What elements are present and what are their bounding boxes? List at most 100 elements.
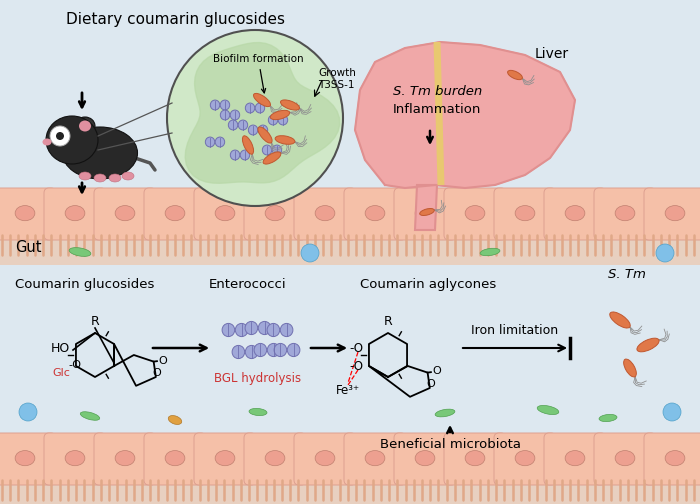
Ellipse shape xyxy=(222,324,235,337)
Ellipse shape xyxy=(665,451,685,466)
Text: Enterococci: Enterococci xyxy=(209,278,287,291)
Ellipse shape xyxy=(315,206,335,221)
Ellipse shape xyxy=(210,100,220,110)
Ellipse shape xyxy=(245,345,258,359)
FancyBboxPatch shape xyxy=(44,188,106,240)
Text: Gut: Gut xyxy=(15,240,41,256)
Ellipse shape xyxy=(420,209,434,216)
FancyBboxPatch shape xyxy=(394,433,456,485)
Text: Beneficial microbiota: Beneficial microbiota xyxy=(379,438,521,451)
Ellipse shape xyxy=(270,110,290,119)
Polygon shape xyxy=(186,42,340,183)
Ellipse shape xyxy=(249,408,267,416)
Ellipse shape xyxy=(15,451,35,466)
Ellipse shape xyxy=(43,139,52,146)
FancyBboxPatch shape xyxy=(644,433,700,485)
Ellipse shape xyxy=(122,172,134,180)
Text: O: O xyxy=(153,367,161,377)
FancyBboxPatch shape xyxy=(344,188,406,240)
Ellipse shape xyxy=(205,137,215,147)
FancyBboxPatch shape xyxy=(494,188,556,240)
Polygon shape xyxy=(415,185,437,230)
Ellipse shape xyxy=(278,115,288,125)
FancyBboxPatch shape xyxy=(294,433,356,485)
Text: S. Tm burden: S. Tm burden xyxy=(393,85,482,98)
FancyBboxPatch shape xyxy=(194,433,256,485)
Ellipse shape xyxy=(238,120,248,130)
Ellipse shape xyxy=(46,116,98,164)
Ellipse shape xyxy=(480,248,500,256)
Ellipse shape xyxy=(215,137,225,147)
Text: BGL hydrolysis: BGL hydrolysis xyxy=(214,372,302,385)
Ellipse shape xyxy=(245,103,255,113)
FancyBboxPatch shape xyxy=(444,188,506,240)
FancyBboxPatch shape xyxy=(194,188,256,240)
Ellipse shape xyxy=(637,338,659,352)
FancyBboxPatch shape xyxy=(544,433,606,485)
Ellipse shape xyxy=(69,247,91,257)
FancyBboxPatch shape xyxy=(494,433,556,485)
Ellipse shape xyxy=(220,100,230,110)
Ellipse shape xyxy=(258,322,271,335)
Ellipse shape xyxy=(281,100,300,110)
Text: Inflammation: Inflammation xyxy=(393,103,482,116)
Ellipse shape xyxy=(94,174,106,182)
Text: Fe³⁺: Fe³⁺ xyxy=(336,384,360,397)
FancyBboxPatch shape xyxy=(594,433,656,485)
FancyBboxPatch shape xyxy=(644,188,700,240)
Ellipse shape xyxy=(109,174,121,182)
FancyBboxPatch shape xyxy=(544,188,606,240)
Text: -O: -O xyxy=(349,360,363,373)
FancyBboxPatch shape xyxy=(344,433,406,485)
Circle shape xyxy=(663,403,681,421)
Ellipse shape xyxy=(615,451,635,466)
Ellipse shape xyxy=(215,206,235,221)
Circle shape xyxy=(301,244,319,262)
Ellipse shape xyxy=(435,409,455,417)
Bar xyxy=(0,195,700,265)
Ellipse shape xyxy=(465,206,485,221)
Ellipse shape xyxy=(263,152,281,164)
Ellipse shape xyxy=(65,206,85,221)
Ellipse shape xyxy=(258,127,272,143)
Circle shape xyxy=(56,132,64,140)
FancyBboxPatch shape xyxy=(444,433,506,485)
Ellipse shape xyxy=(515,451,535,466)
Ellipse shape xyxy=(230,150,240,160)
Bar xyxy=(0,435,700,504)
Ellipse shape xyxy=(215,451,235,466)
Ellipse shape xyxy=(79,172,91,180)
Ellipse shape xyxy=(275,136,295,144)
Circle shape xyxy=(656,244,674,262)
Ellipse shape xyxy=(262,145,272,155)
Ellipse shape xyxy=(165,206,185,221)
FancyBboxPatch shape xyxy=(244,433,306,485)
Ellipse shape xyxy=(232,345,245,359)
Ellipse shape xyxy=(75,117,95,135)
Ellipse shape xyxy=(168,415,182,424)
Text: Coumarin glucosides: Coumarin glucosides xyxy=(15,278,155,291)
Ellipse shape xyxy=(267,343,280,357)
Ellipse shape xyxy=(79,120,91,132)
Text: R: R xyxy=(90,315,99,328)
Ellipse shape xyxy=(565,451,585,466)
Ellipse shape xyxy=(415,206,435,221)
FancyBboxPatch shape xyxy=(94,188,156,240)
Circle shape xyxy=(50,126,70,146)
Ellipse shape xyxy=(115,206,135,221)
Polygon shape xyxy=(355,42,575,188)
Ellipse shape xyxy=(258,125,267,135)
Circle shape xyxy=(167,30,343,206)
Ellipse shape xyxy=(256,103,265,113)
Ellipse shape xyxy=(615,206,635,221)
FancyBboxPatch shape xyxy=(244,188,306,240)
Ellipse shape xyxy=(610,312,630,328)
Ellipse shape xyxy=(599,414,617,422)
Ellipse shape xyxy=(245,322,258,335)
Ellipse shape xyxy=(265,206,285,221)
Text: R: R xyxy=(384,315,393,328)
Text: HO: HO xyxy=(50,343,70,355)
Ellipse shape xyxy=(248,125,258,135)
Ellipse shape xyxy=(415,451,435,466)
Ellipse shape xyxy=(62,127,137,179)
